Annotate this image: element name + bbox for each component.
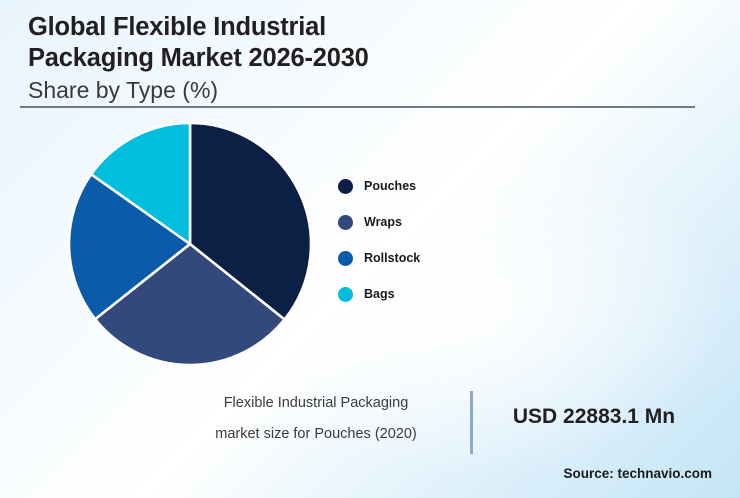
pie-slice-rollstock[interactable] [67,172,192,321]
callout-description-line-2: market size for Pouches (2020) [215,426,417,442]
title-line-2: Packaging Market 2026-2030 [28,44,369,72]
callout-value: USD 22883.1 Mn [512,405,676,428]
callout-description-line-1: Flexible Industrial Packaging [223,395,409,411]
pie-slice-pouches[interactable] [188,121,313,321]
legend-swatch-icon-rollstock [338,250,353,266]
title-line-1: Global Flexible Industrial [28,13,327,41]
legend-swatch-icon-pouches [338,178,353,194]
legend-item-wraps[interactable]: Wraps [338,204,528,240]
pie-chart [66,120,314,368]
legend-item-bags[interactable]: Bags [338,276,528,312]
page-subtitle: Share by Type (%) [28,77,219,103]
title-divider [20,106,695,108]
legend-swatch-icon-bags [338,286,353,302]
legend-label-rollstock: Rollstock [364,251,421,265]
pie-slice-wraps[interactable] [93,242,286,367]
source-attribution: Source: technavio.com [563,466,712,481]
legend-label-bags: Bags [364,287,395,301]
legend-label-wraps: Wraps [364,215,402,229]
callout-description: Flexible Industrial Packaging market siz… [180,388,452,450]
market-size-callout: Flexible Industrial Packaging market siz… [180,388,700,456]
page-title: Global Flexible Industrial Packaging Mar… [28,12,708,105]
pie-chart-svg [67,121,313,367]
legend-swatch-icon-wraps [338,214,353,230]
legend-label-pouches: Pouches [364,179,417,193]
chart-legend: Pouches Wraps Rollstock Bags [338,168,528,312]
callout-divider [470,391,473,454]
pie-slice-bags[interactable] [89,121,192,246]
legend-item-pouches[interactable]: Pouches [338,168,528,204]
pie-slice-group [67,121,313,367]
legend-item-rollstock[interactable]: Rollstock [338,240,528,276]
